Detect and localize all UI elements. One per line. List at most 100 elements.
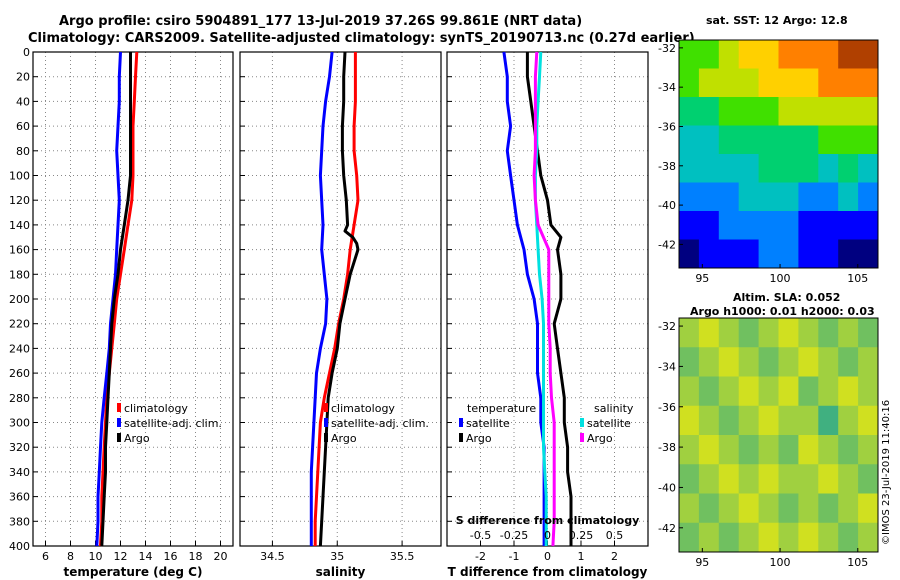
depth-tick-label: 180 bbox=[9, 268, 30, 281]
difference-x2tick-label: 0.25 bbox=[569, 529, 594, 542]
sst_map-xtick-label: 100 bbox=[770, 272, 791, 285]
sla_map-cell bbox=[758, 405, 779, 436]
sst_map-cell bbox=[818, 154, 839, 183]
sla_map-cell bbox=[679, 522, 700, 553]
sst_map-cell bbox=[798, 97, 819, 126]
sst_map-cell bbox=[798, 211, 819, 240]
salinity-series-satellite-adj-clim- bbox=[309, 51, 334, 546]
sst_map-cell bbox=[798, 125, 819, 155]
depth-tick-label: 320 bbox=[9, 441, 30, 454]
sst_map-cell bbox=[718, 40, 740, 69]
sla_map-cell bbox=[738, 464, 760, 494]
sla_map-cell bbox=[798, 347, 819, 377]
legend-group-title: salinity bbox=[594, 402, 634, 415]
sla_map-cell bbox=[738, 347, 760, 377]
sla_map-cell bbox=[818, 522, 839, 553]
sla_map-ytick-label: -38 bbox=[658, 441, 676, 454]
depth-tick-label: 240 bbox=[9, 342, 30, 355]
sla_map-cell bbox=[818, 347, 839, 377]
sst_map-cell bbox=[718, 97, 740, 126]
sla_map-cell bbox=[858, 493, 879, 524]
sst_map-cell bbox=[738, 239, 760, 269]
depth-tick-label: 340 bbox=[9, 466, 30, 479]
sla_map-cell bbox=[718, 435, 740, 465]
sst_map-cell bbox=[679, 211, 700, 240]
sla_map-xtick-label: 95 bbox=[695, 556, 709, 569]
sst_map-cell bbox=[818, 40, 839, 69]
sla_map-cell bbox=[818, 376, 839, 407]
sla_map-ytick-label: -40 bbox=[658, 481, 676, 494]
legend-group-label: Argo bbox=[466, 432, 492, 445]
difference-x2label: S difference from climatology bbox=[456, 514, 640, 527]
sla_map-cell bbox=[798, 405, 819, 436]
depth-tick-label: 60 bbox=[16, 120, 30, 133]
sla_map-cell bbox=[858, 318, 879, 348]
sst_map-cell bbox=[758, 182, 779, 212]
sst_map-xtick-label: 95 bbox=[695, 272, 709, 285]
sla_map-ytick-label: -42 bbox=[658, 522, 676, 535]
sst_map-cell bbox=[718, 239, 740, 269]
sst_map-cell bbox=[758, 239, 779, 269]
sst_map-cell bbox=[798, 182, 819, 212]
sst_map-cell bbox=[818, 68, 839, 98]
sst_map-cell bbox=[858, 154, 879, 183]
temperature-xtick-label: 10 bbox=[89, 550, 103, 563]
sla_map-cell bbox=[858, 376, 879, 407]
sst_map-cell bbox=[679, 68, 700, 98]
sst_map-cell bbox=[778, 68, 799, 98]
salinity-panel: 34.5 35 35.5 salinity climatology satellite-a… bbox=[239, 51, 442, 579]
sst_map-cell bbox=[738, 68, 760, 98]
salinity-legend-label: Argo bbox=[331, 432, 357, 445]
sst_map-cell bbox=[798, 154, 819, 183]
legend-group-label: satellite bbox=[466, 417, 510, 430]
depth-tick-label: 120 bbox=[9, 194, 30, 207]
depth-tick-label: 0 bbox=[23, 46, 30, 59]
sla_map-cell bbox=[679, 347, 700, 377]
difference-series-salinity-satellite bbox=[533, 51, 548, 546]
sla_map-cell bbox=[679, 493, 700, 524]
sst_map-cell bbox=[698, 125, 720, 155]
sst_map-cell bbox=[698, 40, 720, 69]
difference-xlabel: T difference from climatology bbox=[448, 565, 648, 579]
sla_map-cell bbox=[838, 464, 859, 494]
difference-xtick-label: -1 bbox=[509, 550, 520, 563]
sla-map-title-line1: Altim. SLA: 0.052 bbox=[733, 291, 841, 304]
sst_map-ytick-label: -40 bbox=[658, 199, 676, 212]
sst_map-cell bbox=[718, 182, 740, 212]
sla_map-cell bbox=[858, 464, 879, 494]
depth-tick-label: 100 bbox=[9, 170, 30, 183]
difference-xtick-label: 1 bbox=[578, 550, 585, 563]
sst_map-ytick-label: -34 bbox=[658, 81, 676, 94]
sst_map-cell bbox=[679, 125, 700, 155]
sst_map-cell bbox=[838, 97, 859, 126]
sst_map-cell bbox=[679, 97, 700, 126]
sst_map-cell bbox=[679, 154, 700, 183]
sla_map-cell bbox=[679, 405, 700, 436]
sla_map-cell bbox=[778, 464, 799, 494]
temperature-xlabel: temperature (deg C) bbox=[64, 565, 203, 579]
sla_map-cell bbox=[838, 405, 859, 436]
sla_map-cell bbox=[758, 318, 779, 348]
difference-x2tick-label: -0.25 bbox=[500, 529, 528, 542]
sla_map-cell bbox=[718, 376, 740, 407]
sla_map-cell bbox=[718, 522, 740, 553]
sst_map-cell bbox=[698, 211, 720, 240]
sla_map-cell bbox=[818, 318, 839, 348]
figure-title-line1: Argo profile: csiro 5904891_177 13-Jul-2… bbox=[59, 14, 583, 29]
sla_map-cell bbox=[738, 405, 760, 436]
sla_map-cell bbox=[718, 318, 740, 348]
temperature-xtick-label: 20 bbox=[214, 550, 228, 563]
salinity-xtick-label: 34.5 bbox=[260, 550, 285, 563]
temperature-xtick-label: 16 bbox=[164, 550, 178, 563]
sla_map-cell bbox=[838, 493, 859, 524]
sst_map-cell bbox=[778, 40, 799, 69]
sla_map-cell bbox=[758, 522, 779, 553]
sst_map-cell bbox=[738, 182, 760, 212]
sla_map-cell bbox=[778, 435, 799, 465]
sst_map-cell bbox=[738, 211, 760, 240]
sla_map-cell bbox=[778, 493, 799, 524]
sla_map-cell bbox=[679, 376, 700, 407]
sst_map-cell bbox=[718, 154, 740, 183]
sla_map-cell bbox=[778, 522, 799, 553]
sla_map-cell bbox=[798, 464, 819, 494]
